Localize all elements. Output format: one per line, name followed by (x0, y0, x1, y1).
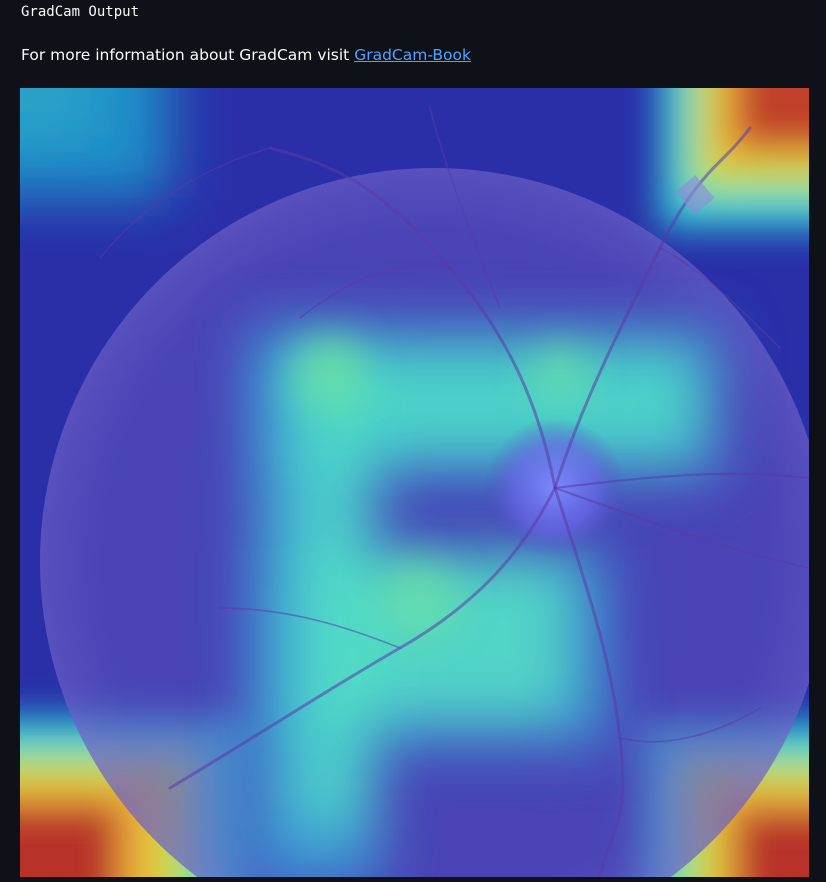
retinal-vessels (99, 107, 809, 877)
gradcam-info-text: For more information about GradCam visit… (21, 44, 471, 66)
gradcam-heatmap-image (20, 88, 809, 877)
gradcam-heatmap-svg (20, 88, 809, 877)
gradcam-info-prefix: For more information about GradCam visit (21, 46, 355, 64)
gradcam-output-title: GradCam Output (21, 4, 140, 20)
gradcam-book-link[interactable]: GradCam-Book (354, 46, 471, 64)
heatmap-topleft-blob (20, 88, 170, 198)
